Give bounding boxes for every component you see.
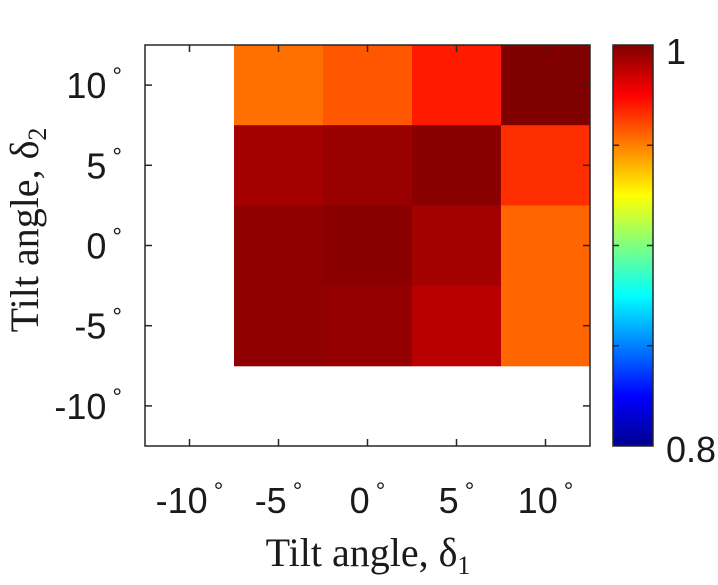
- heatmap-cell: [501, 205, 591, 287]
- heatmap-cell: [323, 125, 413, 206]
- heatmap-cell: [412, 125, 502, 206]
- x-tick-label: 10 °: [518, 478, 574, 521]
- x-axis-title-main: Tilt angle, δ: [266, 530, 458, 575]
- tick-labels: -10 ° -5 ° 0 ° 5 ° 10 ° -10 ° -5 ° 0 ° 5 ° 10 °: [54, 63, 573, 521]
- y-tick-label: -5 °: [74, 304, 122, 347]
- colorbar-min-label: 0.8: [666, 429, 716, 470]
- heatmap-cell: [412, 45, 502, 126]
- x-axis-title: Tilt angle, δ1: [266, 530, 471, 580]
- axis-ticks: [145, 45, 590, 446]
- y-tick-label: 5 °: [86, 143, 122, 186]
- heatmap-cell: [234, 205, 324, 287]
- heatmap-cell: [234, 285, 324, 367]
- heatmap-cell: [323, 205, 413, 287]
- heatmap-cell: [501, 45, 591, 126]
- colorbar: [612, 44, 654, 447]
- colorbar-max-label: 1: [666, 31, 686, 72]
- y-tick-label: 10 °: [66, 63, 122, 106]
- y-axis-title-subscript: 2: [23, 128, 52, 141]
- heatmap-cell: [412, 205, 502, 287]
- y-axis-title-main: Tilt angle, δ: [2, 141, 47, 333]
- heatmap-cell: [323, 45, 413, 126]
- heatmap-cell: [412, 285, 502, 367]
- x-tick-label: 0 °: [350, 478, 386, 521]
- x-axis-title-subscript: 1: [457, 551, 470, 580]
- heatmap-cell: [234, 45, 324, 126]
- x-tick-label: 5 °: [439, 478, 475, 521]
- heatmap-cell: [501, 125, 591, 206]
- colorbar-ticks: [613, 144, 653, 347]
- y-tick-label: 0 °: [86, 224, 122, 267]
- x-tick-label: -5 °: [255, 478, 303, 521]
- x-tick-label: -10 °: [156, 478, 224, 521]
- heatmap-cell: [323, 285, 413, 367]
- heatmap-cell: [234, 125, 324, 206]
- heatmap-cell: [501, 285, 591, 367]
- y-tick-label: -10 °: [54, 384, 122, 427]
- y-axis-title: Tilt angle, δ2: [2, 128, 52, 333]
- heatmap-cells: [234, 45, 591, 367]
